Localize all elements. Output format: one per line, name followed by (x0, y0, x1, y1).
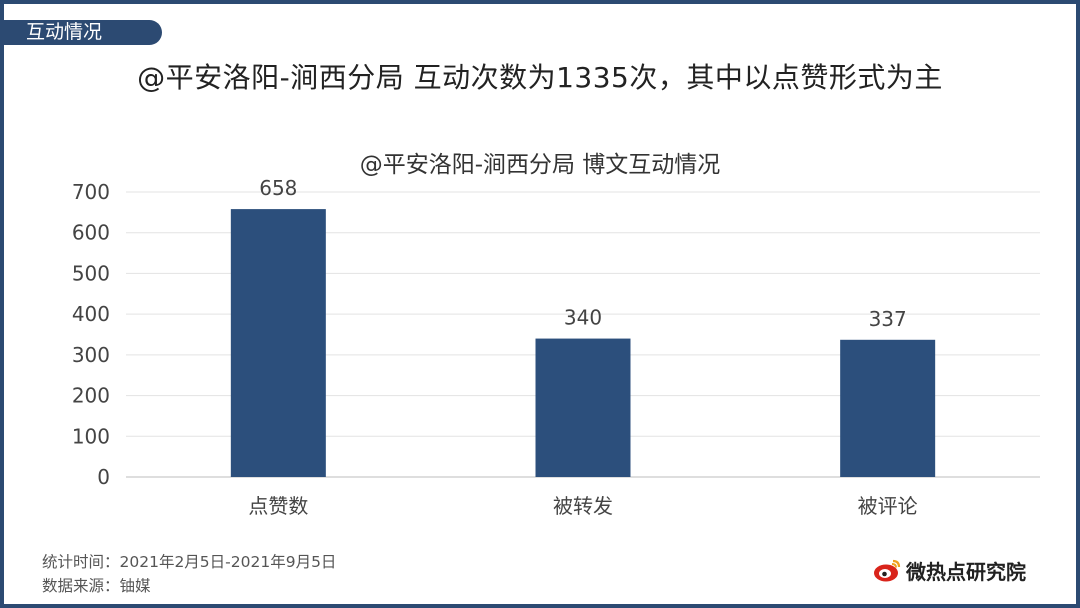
weibo-eye-icon (874, 559, 901, 581)
bar-series: 658 340 337 (230, 176, 936, 477)
brand-logo: 微热点研究院 (872, 556, 1026, 585)
statistics-period: 统计时间：2021年2月5日-2021年9月5日 (42, 553, 337, 571)
bar (535, 338, 631, 477)
y-tick-label: 400 (72, 302, 110, 326)
bar-value-label: 340 (564, 306, 602, 330)
y-tick-label: 100 (72, 424, 110, 448)
y-tick-label: 700 (72, 180, 110, 204)
y-tick-label: 600 (72, 221, 110, 245)
footer: 统计时间：2021年2月5日-2021年9月5日 数据来源：铀媒 (42, 550, 336, 598)
x-tick-label: 被转发 (553, 494, 613, 518)
bar (230, 209, 326, 477)
bar-value-label: 658 (259, 176, 297, 200)
chart-title: @平安洛阳-涧西分局 博文互动情况 (360, 152, 721, 178)
x-tick-label: 被评论 (858, 494, 918, 518)
x-axis: 点赞数 被转发 被评论 (248, 494, 917, 518)
section-tab: 互动情况 (4, 20, 162, 45)
y-tick-label: 300 (72, 343, 110, 367)
bar-value-label: 337 (869, 307, 907, 331)
y-axis: 0 100 200 300 400 500 600 700 (72, 180, 110, 489)
brand-name: 微热点研究院 (906, 560, 1026, 584)
bar (840, 339, 936, 477)
y-tick-label: 500 (72, 261, 110, 285)
x-tick-label: 点赞数 (248, 494, 308, 518)
y-tick-label: 0 (97, 465, 110, 489)
y-tick-label: 200 (72, 384, 110, 408)
page-title: @平安洛阳-涧西分局 互动次数为1335次，其中以点赞形式为主 (137, 61, 943, 94)
bar-chart: @平安洛阳-涧西分局 博文互动情况 0 100 200 300 400 500 600 700… (72, 152, 1040, 518)
data-source: 数据来源：铀媒 (42, 577, 151, 595)
